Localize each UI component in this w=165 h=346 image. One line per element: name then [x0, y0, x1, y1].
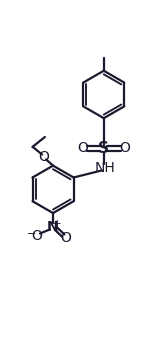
Text: O: O [31, 229, 42, 243]
Text: +: + [53, 219, 62, 229]
Text: N: N [47, 220, 59, 234]
Text: O: O [77, 142, 88, 155]
Text: NH: NH [95, 161, 116, 175]
Text: O: O [39, 151, 49, 164]
Text: −: − [27, 229, 36, 239]
Text: S: S [98, 141, 109, 156]
Text: O: O [120, 142, 131, 155]
Text: O: O [60, 231, 71, 245]
